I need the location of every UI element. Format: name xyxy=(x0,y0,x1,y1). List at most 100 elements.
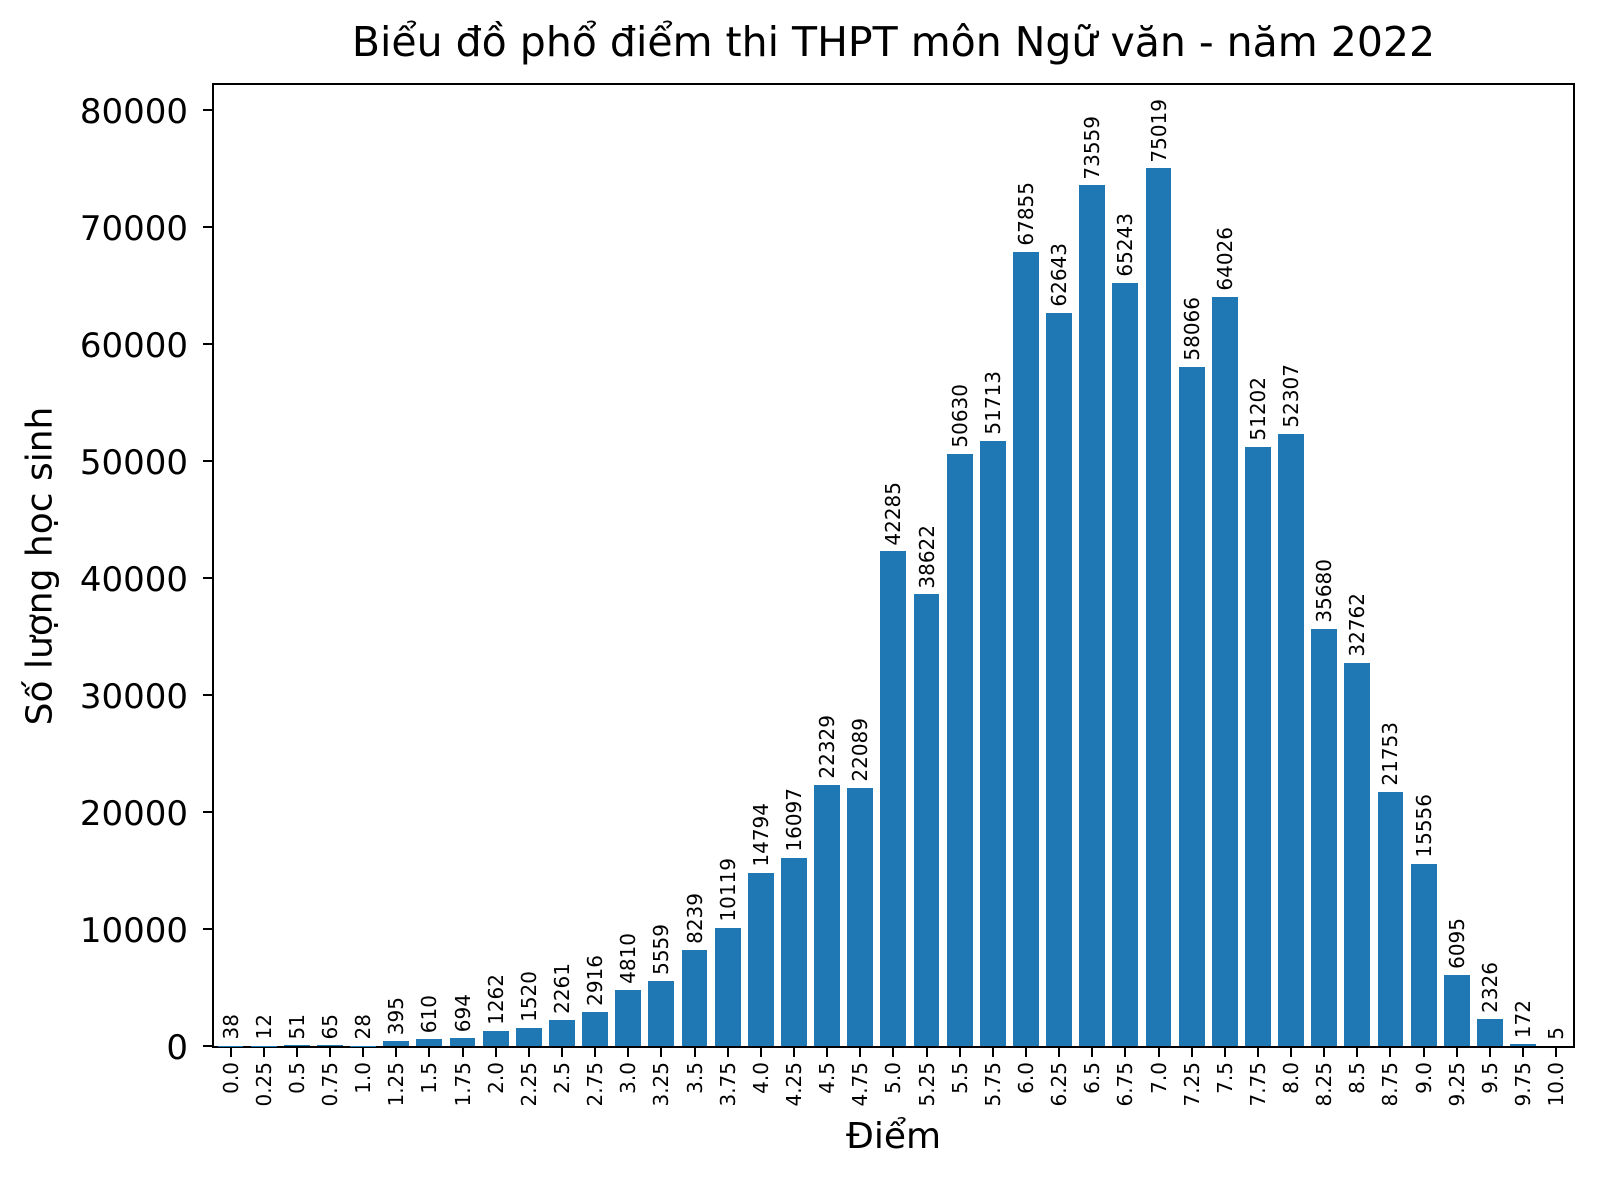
x-tick-mark xyxy=(262,1048,265,1057)
bar-value-label: 610 xyxy=(417,994,442,1033)
x-tick-label: 8.5 xyxy=(1345,1062,1370,1094)
x-tick-mark xyxy=(826,1048,829,1057)
bar-slot: 694 xyxy=(446,85,479,1046)
x-tick-label: 5.0 xyxy=(881,1062,906,1094)
chart-title: Biểu đồ phổ điểm thi THPT môn Ngữ văn - … xyxy=(351,18,1436,66)
x-tick-mark xyxy=(1091,1048,1094,1057)
x-tick-cell: 8.25 xyxy=(1308,1048,1341,1158)
y-tick-mark xyxy=(203,343,212,345)
x-tick-mark xyxy=(428,1048,431,1057)
bar-value-label: 15556 xyxy=(1411,794,1436,858)
x-tick-mark xyxy=(726,1048,729,1057)
bar-value-label: 22329 xyxy=(815,715,840,779)
x-tick-mark xyxy=(594,1048,597,1057)
x-tick-mark xyxy=(1356,1048,1359,1057)
x-tick-mark xyxy=(859,1048,862,1057)
x-tick-label: 10.0 xyxy=(1544,1062,1569,1107)
x-tick-cell: 7.0 xyxy=(1142,1048,1175,1158)
bar-slot: 8239 xyxy=(678,85,711,1046)
x-tick-mark xyxy=(693,1048,696,1057)
x-tick-cell: 0.0 xyxy=(214,1048,247,1158)
bar-value-label: 14794 xyxy=(748,803,773,867)
bar-value-label: 51 xyxy=(284,1013,309,1040)
bar-slot: 172 xyxy=(1506,85,1539,1046)
bar-slot: 21753 xyxy=(1374,85,1407,1046)
x-tick-mark xyxy=(1223,1048,1226,1057)
bar xyxy=(1344,662,1371,1046)
y-tick-label: 20000 xyxy=(79,794,188,834)
bar xyxy=(515,1028,542,1046)
bar xyxy=(814,784,841,1046)
bar xyxy=(1013,252,1039,1046)
bar xyxy=(482,1031,509,1046)
x-tick-label: 8.25 xyxy=(1312,1062,1337,1107)
bar xyxy=(648,980,675,1046)
bar-value-label: 32762 xyxy=(1345,593,1370,657)
bar-slot: 65 xyxy=(313,85,346,1046)
x-tick-label: 6.5 xyxy=(1080,1062,1105,1094)
bar-slot: 58066 xyxy=(1175,85,1208,1046)
bar-slot: 6095 xyxy=(1440,85,1473,1046)
x-tick-label: 7.5 xyxy=(1212,1062,1237,1094)
x-tick-label: 2.0 xyxy=(483,1062,508,1094)
x-tick-cell: 7.25 xyxy=(1175,1048,1208,1158)
bar-value-label: 28 xyxy=(351,1014,376,1040)
x-tick-cell: 5.5 xyxy=(943,1048,976,1158)
x-tick-label: 4.5 xyxy=(815,1062,840,1094)
bar-slot: 1520 xyxy=(512,85,545,1046)
bar-value-label: 10119 xyxy=(715,857,740,922)
x-axis-ticks: 0.0 0.25 0.5 0.75 1.0 1.25 1.5 1.75 2.0 2.25 2.5 2.… xyxy=(214,1048,1573,1158)
x-tick-cell: 8.0 xyxy=(1275,1048,1308,1158)
bar-value-label: 51202 xyxy=(1245,377,1270,441)
bar-value-label: 42285 xyxy=(881,481,906,546)
y-tick-label: 70000 xyxy=(79,209,188,249)
y-tick-label: 80000 xyxy=(79,92,188,132)
bar xyxy=(317,1045,343,1046)
x-tick-label: 2.5 xyxy=(549,1062,574,1094)
bar-slot: 50630 xyxy=(943,85,976,1046)
y-tick-label: 40000 xyxy=(79,560,188,600)
y-tick-mark xyxy=(203,1045,212,1047)
x-tick-label: 2.25 xyxy=(516,1062,541,1107)
bar-slot: 38 xyxy=(214,85,247,1046)
x-tick-mark xyxy=(1455,1048,1458,1057)
bar xyxy=(681,949,708,1046)
bar-value-label: 8239 xyxy=(682,892,707,944)
y-tick-label: 60000 xyxy=(79,326,188,366)
bar xyxy=(1178,366,1205,1046)
bar-value-label: 5 xyxy=(1544,1027,1569,1040)
bar xyxy=(1510,1044,1536,1046)
x-tick-mark xyxy=(328,1048,331,1057)
x-tick-label: 7.25 xyxy=(1179,1062,1204,1107)
bar-slot: 51713 xyxy=(976,85,1009,1046)
y-tick-mark xyxy=(203,577,212,579)
x-tick-cell: 1.75 xyxy=(446,1048,479,1158)
bar-value-label: 73559 xyxy=(1080,115,1105,180)
x-tick-mark xyxy=(494,1048,497,1057)
x-tick-mark xyxy=(1290,1048,1293,1057)
y-tick-mark xyxy=(203,928,212,930)
bar xyxy=(781,857,807,1046)
x-tick-cell: 0.25 xyxy=(247,1048,280,1158)
bars-container: 38 12 51 65 28 395 610 694 1262 1520 2261 2916 4810 5… xyxy=(214,85,1573,1046)
y-tick-label: 10000 xyxy=(79,911,188,951)
bar-slot: 51202 xyxy=(1241,85,1274,1046)
bar-slot: 5559 xyxy=(645,85,678,1046)
x-tick-label: 5.75 xyxy=(980,1062,1005,1107)
bar-slot: 52307 xyxy=(1275,85,1308,1046)
x-tick-cell: 7.5 xyxy=(1208,1048,1241,1158)
x-tick-mark xyxy=(892,1048,895,1057)
x-tick-label: 1.25 xyxy=(384,1062,409,1107)
y-tick-mark xyxy=(203,460,212,462)
x-tick-cell: 2.25 xyxy=(512,1048,545,1158)
bar-slot: 32762 xyxy=(1341,85,1374,1046)
x-tick-cell: 8.75 xyxy=(1374,1048,1407,1158)
x-tick-label: 9.0 xyxy=(1411,1062,1436,1094)
x-tick-mark xyxy=(1190,1048,1193,1057)
bar-value-label: 2916 xyxy=(583,954,608,1006)
bar-slot: 51 xyxy=(280,85,313,1046)
bar-value-label: 75019 xyxy=(1146,98,1171,163)
bar-value-label: 5559 xyxy=(649,924,674,975)
bar-value-label: 35680 xyxy=(1312,558,1337,623)
bar-value-label: 65243 xyxy=(1113,213,1138,277)
